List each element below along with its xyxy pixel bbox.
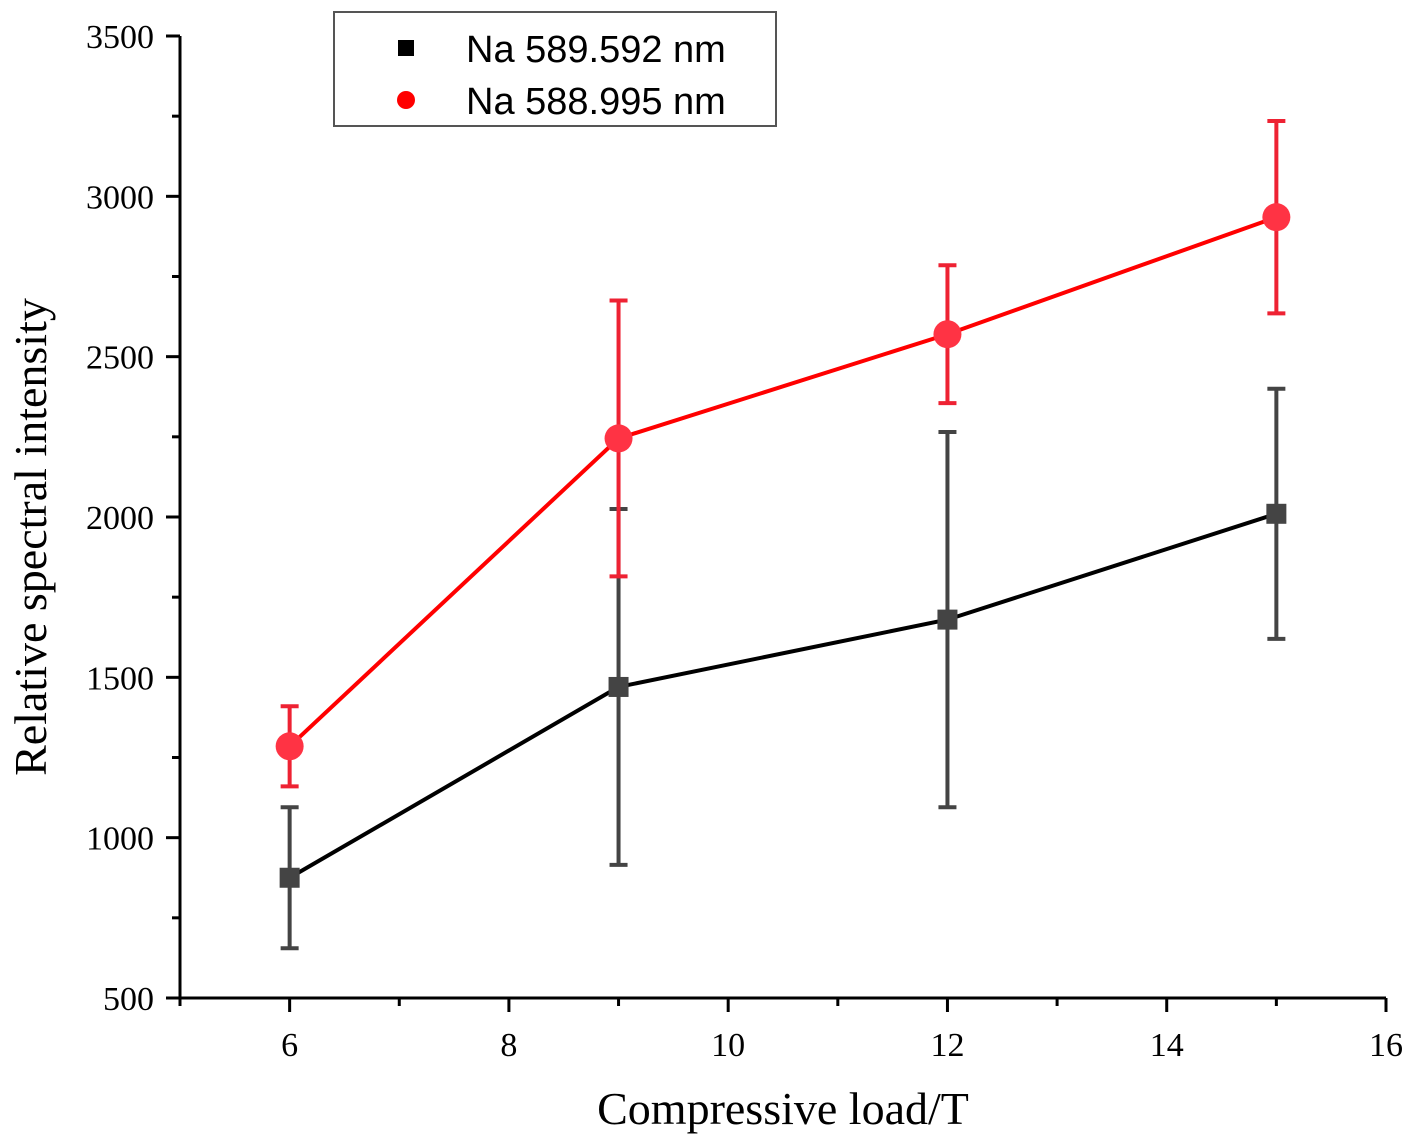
y-tick-label: 1000 — [86, 821, 154, 858]
y-tick-label: 3500 — [86, 19, 154, 56]
y-tick-label: 2500 — [86, 340, 154, 377]
y-tick-label: 1500 — [86, 660, 154, 697]
y-tick-label: 3000 — [86, 179, 154, 216]
series-line — [288, 511, 1277, 880]
series-layer — [275, 118, 1291, 951]
x-tick-label: 12 — [930, 1027, 964, 1064]
series-line — [288, 215, 1278, 748]
data-point — [275, 732, 304, 761]
y-tick-label: 500 — [103, 981, 154, 1018]
data-point — [1266, 503, 1287, 524]
x-tick-label: 10 — [711, 1027, 745, 1064]
y-tick-label: 2000 — [86, 500, 154, 537]
x-tick-label: 16 — [1369, 1027, 1403, 1064]
x-tick-label: 6 — [281, 1027, 298, 1064]
axes: 6 8 10 12 14 16 500 1000 1500 2000 2500 3000 3500 — [86, 19, 1403, 1064]
data-point — [608, 676, 629, 697]
x-axis-title: Compressive load/T — [597, 1083, 969, 1134]
legend: Na 589.592 nm Na 588.995 nm — [333, 11, 777, 127]
legend-marker — [397, 91, 415, 109]
series-2 — [275, 118, 1291, 789]
data-point — [279, 867, 300, 888]
legend-label: Na 588.995 nm — [466, 81, 726, 123]
data-point — [604, 424, 633, 453]
series-1 — [279, 386, 1287, 951]
x-tick-label: 14 — [1150, 1027, 1184, 1064]
legend-marker — [398, 40, 414, 56]
x-tick-label: 8 — [500, 1027, 517, 1064]
y-axis-title: Relative spectral intensity — [5, 298, 56, 776]
data-point — [933, 320, 962, 349]
data-point — [937, 609, 958, 630]
data-point — [1262, 203, 1291, 232]
legend-label: Na 589.592 nm — [466, 29, 726, 71]
